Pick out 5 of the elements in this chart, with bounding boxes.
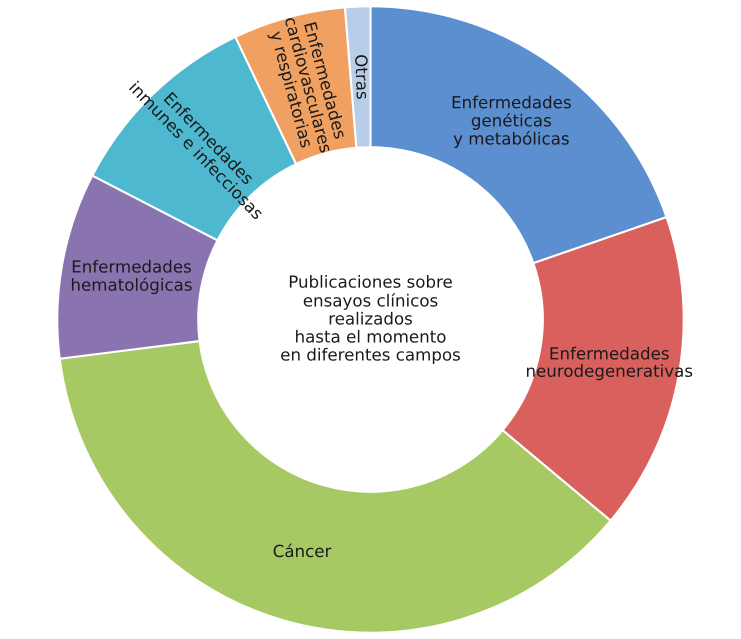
slice-label: Otras [354, 54, 370, 100]
slice-label: Cáncer [274, 544, 332, 558]
slice-label: Enfermedades hematológicas [72, 260, 192, 294]
text: Publicaciones sobre ensayos clínicos realizados hasta el momento en diferentes campos [281, 274, 460, 364]
slice-label: Enfermedades genéticas y metabólicas [452, 96, 571, 148]
